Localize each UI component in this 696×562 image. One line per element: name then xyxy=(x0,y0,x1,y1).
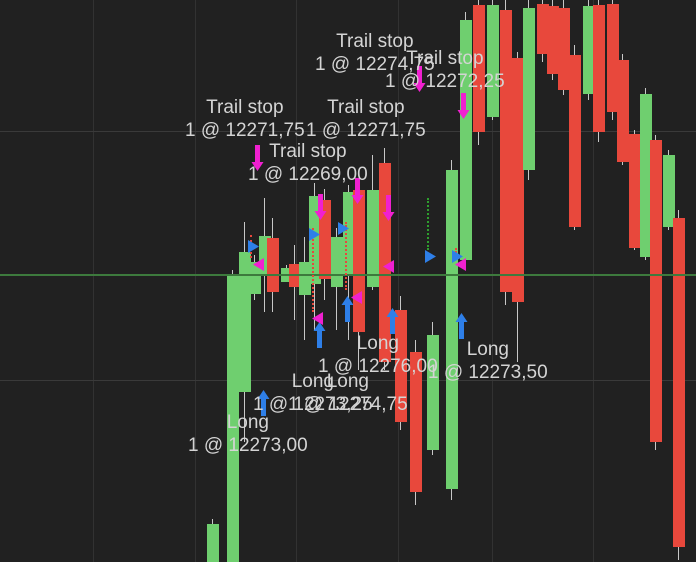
trade-label-trail-stop-12271-75-a: Trail stop 1 @ 12271,75 xyxy=(185,96,305,142)
price-line xyxy=(0,274,696,276)
trade-label-type: Trail stop xyxy=(327,97,405,118)
trade-label-type: Trail stop xyxy=(406,48,484,69)
exit-arrow-down-icon xyxy=(457,93,470,119)
trade-label-type: Trail stop xyxy=(269,141,347,162)
trade-label-price: 1 @ 12269,00 xyxy=(248,164,368,185)
exit-arrow-left-icon xyxy=(253,258,264,271)
gridline-vertical xyxy=(593,0,594,562)
trade-label-type: Long xyxy=(326,371,369,392)
trade-label-long-12276-00: Long 1 @ 12276,00 xyxy=(318,332,438,378)
trade-label-long-12273-50: Long 1 @ 12273,50 xyxy=(428,338,548,384)
entry-arrow-up-icon xyxy=(386,308,399,334)
trade-connector-line xyxy=(312,228,314,312)
candle-body xyxy=(367,190,379,287)
candle-body xyxy=(663,155,675,227)
gridline-vertical xyxy=(195,0,196,562)
exit-arrow-down-icon xyxy=(382,195,395,221)
gridline-horizontal xyxy=(0,380,696,381)
trade-label-price: 1 @ 12273,50 xyxy=(428,362,548,383)
trade-label-trail-stop-12274-75: Trail stop 1 @ 12274,75 xyxy=(315,30,435,76)
exit-arrow-down-icon xyxy=(251,145,264,171)
entry-arrow-up-icon xyxy=(313,322,326,348)
entry-arrow-right-icon xyxy=(452,250,463,263)
trade-connector-line xyxy=(345,222,347,290)
candle-body xyxy=(607,4,619,112)
trade-label-price: 1 @ 12274,75 xyxy=(315,54,435,75)
exit-arrow-left-icon xyxy=(383,260,394,273)
trade-label-long-12273-00: Long 1 @ 12273,00 xyxy=(188,411,308,457)
entry-arrow-right-icon xyxy=(425,250,436,263)
candle-body xyxy=(523,8,535,170)
trade-label-type: Long xyxy=(356,333,399,354)
entry-arrow-right-icon xyxy=(309,228,320,241)
candle-body xyxy=(319,200,331,279)
trade-label-type: Long xyxy=(291,371,334,392)
candle-body xyxy=(207,524,219,562)
trade-label-long-12274-75: Long 1 @ 12274,75 xyxy=(288,370,408,416)
entry-arrow-right-icon xyxy=(248,240,259,253)
gridline-vertical xyxy=(492,0,493,562)
candle-body xyxy=(650,140,662,442)
entry-arrow-right-icon xyxy=(338,222,349,235)
candle-body xyxy=(487,5,499,117)
trade-label-long-12273-25: Long 1 @ 12273,25 xyxy=(253,370,373,416)
exit-arrow-down-icon xyxy=(351,178,364,204)
exit-arrow-down-icon xyxy=(314,194,327,220)
trade-label-type: Trail stop xyxy=(206,97,284,118)
candle-body xyxy=(617,60,629,162)
exit-arrow-left-icon xyxy=(351,291,362,304)
trade-label-trail-stop-12269-00: Trail stop 1 @ 12269,00 xyxy=(248,140,368,186)
candle-body xyxy=(331,237,343,287)
exit-arrow-left-icon xyxy=(455,258,466,271)
candle-body xyxy=(239,252,251,392)
trade-label-price: 1 @ 12273,00 xyxy=(188,435,308,456)
trade-connector-line xyxy=(427,198,429,250)
candle-body xyxy=(673,218,685,547)
candle-body xyxy=(593,5,605,132)
candle-body xyxy=(353,190,365,332)
trade-label-price: 1 @ 12271,75 xyxy=(306,120,426,141)
trade-connector-line xyxy=(382,250,384,262)
exit-arrow-left-icon xyxy=(312,312,323,325)
trade-label-price: 1 @ 12272,25 xyxy=(385,71,505,92)
gridline-vertical xyxy=(93,0,94,562)
trade-label-type: Long xyxy=(466,339,509,360)
candle-body xyxy=(427,335,439,450)
candle-body xyxy=(473,5,485,132)
candle-body xyxy=(249,262,261,294)
trade-label-trail-stop-12271-75-b: Trail stop 1 @ 12271,75 xyxy=(306,96,426,142)
trade-label-type: Trail stop xyxy=(336,31,414,52)
trade-label-price: 1 @ 12271,75 xyxy=(185,120,305,141)
trade-label-price: 1 @ 12274,75 xyxy=(288,394,408,415)
candle-body xyxy=(500,10,512,292)
candle-body xyxy=(410,352,422,492)
candle-body xyxy=(267,238,279,292)
entry-arrow-up-icon xyxy=(341,296,354,322)
entry-arrow-up-icon xyxy=(257,390,270,416)
gridline-vertical xyxy=(398,0,399,562)
trade-label-price: 1 @ 12273,25 xyxy=(253,394,373,415)
candle-body xyxy=(460,20,472,260)
gridline-horizontal xyxy=(0,131,696,132)
exit-arrow-down-icon xyxy=(413,66,426,92)
trade-label-type: Long xyxy=(226,412,269,433)
trade-label-price: 1 @ 12276,00 xyxy=(318,356,438,377)
candle-body xyxy=(558,8,570,90)
trade-label-trail-stop-12272-25: Trail stop 1 @ 12272,25 xyxy=(385,47,505,93)
entry-arrow-up-icon xyxy=(455,313,468,339)
candle-body xyxy=(569,55,581,227)
candle-body xyxy=(512,58,524,302)
candle-body xyxy=(395,310,407,422)
